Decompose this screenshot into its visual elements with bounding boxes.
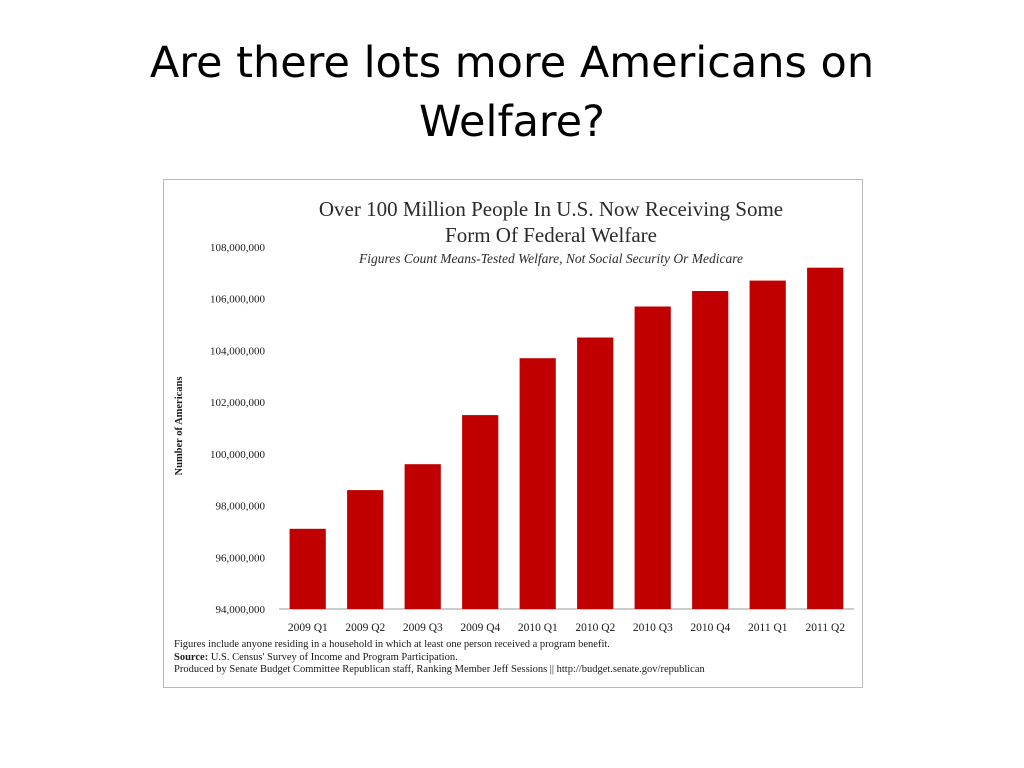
x-tick-label: 2009 Q2 [345, 622, 385, 634]
footnote-produced-by: Produced by Senate Budget Committee Repu… [174, 664, 705, 675]
bar [519, 358, 556, 609]
x-tick-labels: 2009 Q1 2009 Q2 2009 Q3 2009 Q4 2010 Q1 2010 … [288, 622, 845, 634]
y-axis-label: Number of Americans [174, 377, 185, 476]
x-tick-label: 2011 Q2 [806, 622, 846, 634]
bar [347, 490, 384, 609]
x-tick-label: 2010 Q4 [690, 622, 730, 634]
footnote-source: Source: U.S. Census' Survey of Income an… [174, 652, 854, 665]
y-tick-label: 94,000,000 [216, 604, 266, 616]
slide-title-line-2: Welfare? [419, 97, 605, 147]
y-tick-labels: 94,000,000 96,000,000 98,000,000 100,000,00… [210, 242, 266, 616]
x-tick-label: 2011 Q1 [748, 622, 788, 634]
y-tick-label: 106,000,000 [210, 294, 266, 306]
y-tick-label: 100,000,000 [210, 449, 266, 461]
bars [289, 267, 844, 609]
bar [634, 306, 671, 609]
bar [692, 291, 729, 609]
x-tick-label: 2010 Q3 [633, 622, 673, 634]
bar [807, 267, 844, 609]
bar [462, 415, 499, 609]
source-text: U.S. Census' Survey of Income and Progra… [208, 651, 458, 663]
bar [749, 280, 786, 609]
bar-chart: Over 100 Million People In U.S. Now Rece… [174, 197, 854, 634]
x-tick-label: 2009 Q1 [288, 622, 328, 634]
bar [289, 528, 326, 609]
bar [404, 464, 441, 609]
y-tick-label: 96,000,000 [216, 552, 266, 564]
y-tick-label: 98,000,000 [216, 501, 266, 513]
source-label: Source: [174, 651, 209, 663]
chart-image: Over 100 Million People In U.S. Now Rece… [163, 179, 863, 688]
bar [577, 337, 614, 609]
y-tick-label: 104,000,000 [210, 345, 266, 357]
slide-title-line-1: Are there lots more Americans on [149, 38, 875, 88]
x-tick-label: 2010 Q1 [518, 622, 558, 634]
chart-subtitle: Figures Count Means-Tested Welfare, Not … [358, 251, 743, 266]
x-tick-label: 2009 Q4 [460, 622, 500, 634]
x-tick-label: 2010 Q2 [575, 622, 615, 634]
chart-title-line-2: Form Of Federal Welfare [445, 223, 657, 247]
chart-title-line-1: Over 100 Million People In U.S. Now Rece… [319, 197, 783, 221]
chart-footnotes: Figures include anyone residing in a hou… [174, 639, 854, 677]
slide-title: Are there lots more Americans on Welfare… [0, 34, 1024, 152]
y-tick-label: 102,000,000 [210, 397, 266, 409]
y-tick-label: 108,000,000 [210, 242, 266, 254]
x-tick-label: 2009 Q3 [403, 622, 443, 634]
footnote-household: Figures include anyone residing in a hou… [174, 639, 610, 650]
